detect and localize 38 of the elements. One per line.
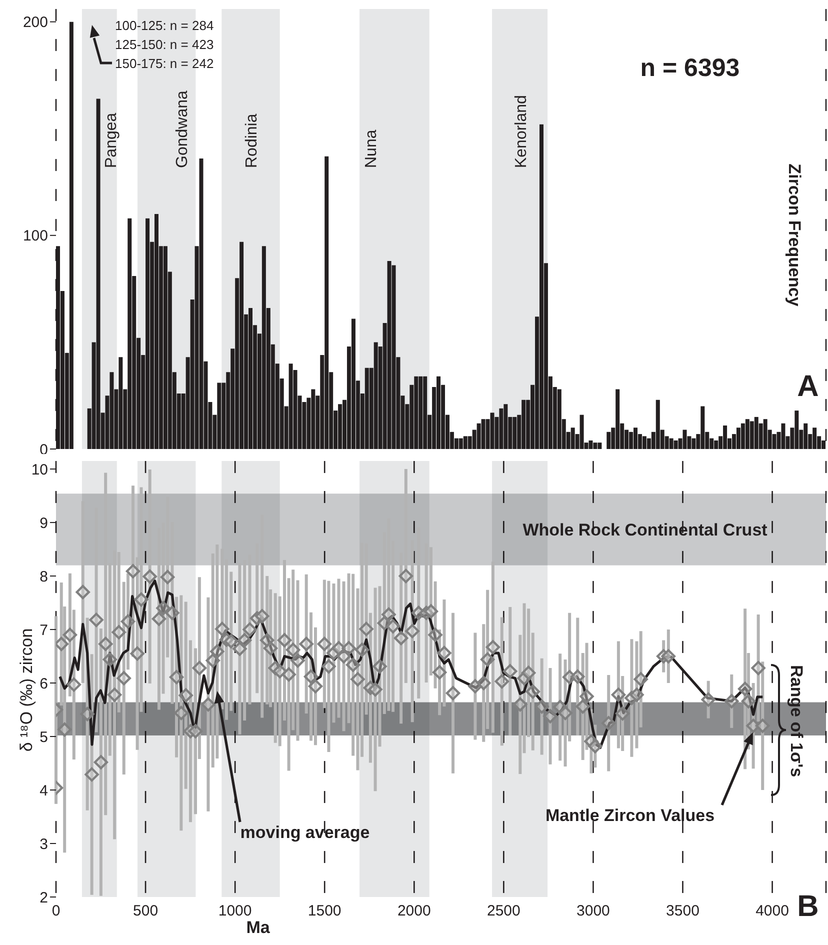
x-tick-label: 2000 — [397, 902, 431, 920]
annotation: B — [797, 890, 819, 923]
band-label: Nuna — [363, 130, 380, 168]
annotation: 150-175: n = 242 — [115, 56, 214, 71]
y-tick-label: 8 — [40, 568, 48, 586]
y-tick-label: 100 — [22, 228, 48, 245]
y-tick-label: 6 — [40, 675, 48, 692]
band-label: Gondwana — [174, 90, 192, 168]
annotation: 100-125: n = 284 — [115, 18, 214, 33]
y-tick-label: 4 — [40, 782, 48, 800]
annotation: Range of 1σ's — [787, 665, 806, 778]
y-tick-label: 10 — [31, 461, 48, 478]
band-label: Rodinia — [244, 114, 261, 168]
x-axis-title: Ma — [246, 918, 270, 937]
x-tick-label: 500 — [133, 902, 158, 920]
annotation: moving average — [240, 823, 370, 842]
y-tick-label: 9 — [40, 514, 48, 532]
x-tick-label: 2500 — [486, 902, 520, 920]
x-tick-label: 1500 — [308, 902, 342, 920]
band-label: Kenorland — [512, 95, 530, 168]
y-axis-title: δ ¹⁸O (‰) zircon — [16, 628, 36, 752]
y-tick-label: 3 — [40, 836, 48, 853]
annotation: 125-150: n = 423 — [115, 37, 214, 52]
x-tick-label: 0 — [52, 902, 60, 920]
x-tick-label: 1000 — [218, 902, 252, 920]
annotation: n = 6393 — [640, 54, 740, 82]
y-tick-label: 5 — [40, 728, 48, 746]
band-label: Whole Rock Continental Crust — [522, 520, 768, 540]
y-axis-title: Zircon Frequency — [786, 164, 804, 307]
annotation: A — [797, 370, 819, 403]
annotation: Mantle Zircon Values — [545, 806, 715, 825]
x-tick-label: 4000 — [756, 902, 789, 920]
band-label: Pangea — [102, 112, 120, 168]
y-tick-label: 7 — [40, 622, 48, 639]
x-tick-label: 3500 — [666, 902, 700, 920]
y-tick-label: 2 — [40, 889, 48, 906]
x-tick-label: 3000 — [576, 902, 610, 920]
y-tick-label: 200 — [22, 14, 48, 32]
